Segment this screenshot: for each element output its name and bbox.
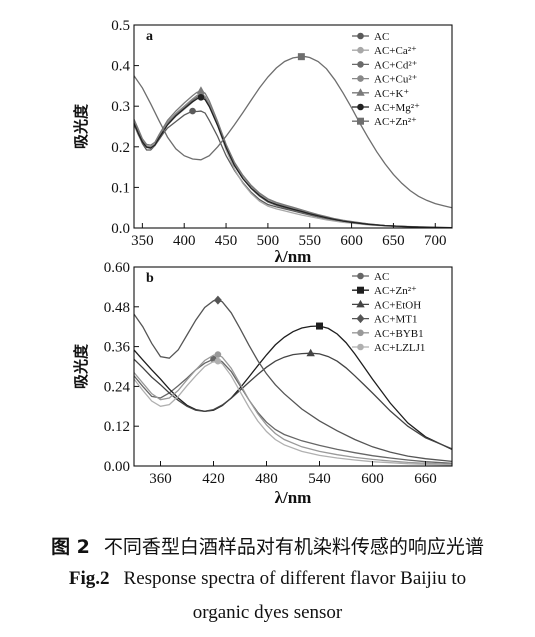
plot-area <box>133 53 453 229</box>
x-tick-label: 400 <box>173 233 196 249</box>
figure-canvas: 350 400 450 500 550 600 650 700 0.0 0.1 0.2 0.3 0.4 0… <box>72 18 453 507</box>
plot-area <box>133 295 453 466</box>
y-axis-label: 吸光度 <box>72 103 90 149</box>
series-line-2 <box>133 352 453 450</box>
legend: AC AC+Zn²⁺ AC+EtOH AC+MT1 AC+BYB1 AC+LZLJ1 <box>352 271 425 354</box>
panel-label: b <box>146 271 154 286</box>
legend-swatch-marker <box>357 329 364 337</box>
x-tick-label: 550 <box>298 233 321 249</box>
legend-swatch-marker <box>357 117 364 125</box>
caption-cn-text: 不同香型白酒样品对有机染料传感的响应光谱 <box>103 536 484 558</box>
legend-entry: AC <box>374 271 389 283</box>
legend-entry: AC+BYB1 <box>374 328 424 340</box>
y-tick-label: 0.4 <box>111 59 130 75</box>
y-tick-label: 0.3 <box>111 99 130 115</box>
panel-label: a <box>146 29 153 44</box>
axis-ticks: 360 420 480 540 600 660 0.00 0.12 0.24 0.36 0.48 0.… <box>104 260 437 487</box>
legend-entry: AC+K⁺ <box>374 88 409 100</box>
x-tick-label: 450 <box>215 233 238 249</box>
series-marker-2 <box>306 348 315 357</box>
legend-entry: AC+EtOH <box>374 299 421 311</box>
legend-swatch-marker <box>357 286 364 294</box>
series-line-6 <box>133 56 453 209</box>
x-tick-label: 600 <box>361 471 384 487</box>
legend-swatch-marker <box>356 314 365 324</box>
y-tick-label: 0.0 <box>111 221 130 237</box>
legend-entry: AC+LZLJ1 <box>374 342 425 354</box>
y-tick-label: 0.1 <box>111 180 130 196</box>
x-tick-label: 600 <box>340 233 363 249</box>
legend-entry: AC+Ca²⁺ <box>374 45 417 57</box>
figure: 350 400 450 500 550 600 650 700 0.0 0.1 0.2 0.3 0.4 0… <box>72 18 453 507</box>
legend-entry: AC+Zn²⁺ <box>374 116 417 128</box>
plot-frame <box>133 24 453 229</box>
y-tick-label: 0.24 <box>104 379 131 395</box>
series-marker-4 <box>196 86 206 94</box>
series-line-5 <box>133 96 452 229</box>
legend-swatch-marker <box>357 75 364 82</box>
x-tick-label: 540 <box>308 471 331 487</box>
series-marker-5 <box>214 357 222 365</box>
legend-entry: AC+Cu²⁺ <box>374 74 418 86</box>
x-tick-label: 350 <box>131 233 154 249</box>
legend-entry: AC+Cd²⁺ <box>374 59 418 71</box>
x-tick-label: 700 <box>424 233 447 249</box>
chart-panel-a: 350 400 450 500 550 600 650 700 0.0 0.1 0.2 0.3 0.4 0… <box>72 18 453 266</box>
x-tick-label: 480 <box>255 471 278 487</box>
caption-en-label: Fig.2 <box>68 568 110 589</box>
series-marker-0 <box>189 107 196 115</box>
x-tick-label: 650 <box>382 233 405 249</box>
legend-swatch-marker <box>357 272 364 280</box>
x-tick-label: 420 <box>202 471 225 487</box>
series-marker-6 <box>297 53 305 61</box>
legend-swatch-marker <box>357 46 364 54</box>
series-marker-3 <box>213 295 222 305</box>
x-tick-label: 500 <box>257 233 280 249</box>
axis-ticks: 350 400 450 500 550 600 650 700 0.0 0.1 0.2 0.3 0.4 0… <box>111 18 446 249</box>
legend-entry: AC+Mg²⁺ <box>374 102 420 114</box>
series-line-3 <box>133 299 453 463</box>
y-tick-label: 0.36 <box>104 340 131 356</box>
legend-entry: AC <box>374 31 389 43</box>
series-marker-1 <box>316 322 323 330</box>
y-axis-label: 吸光度 <box>72 343 90 389</box>
legend-swatch-marker <box>356 299 365 308</box>
y-tick-label: 0.48 <box>104 300 130 316</box>
x-tick-label: 660 <box>414 471 437 487</box>
x-axis-label: λ/nm <box>275 488 312 507</box>
legend-swatch-marker <box>357 61 364 68</box>
series-line-5 <box>133 360 453 466</box>
series-line-4 <box>133 353 453 465</box>
x-axis-label: λ/nm <box>275 247 312 266</box>
y-tick-label: 0.60 <box>104 260 130 276</box>
figure-caption-chinese: 图 2 不同香型白酒样品对有机染料传感的响应光谱 <box>0 532 535 559</box>
series-marker-5 <box>197 93 205 101</box>
caption-en-text-line1: Response spectra of different flavor Bai… <box>123 568 467 589</box>
legend-swatch-marker <box>357 343 364 351</box>
series-line-4 <box>133 90 452 229</box>
legend-swatch-marker <box>357 103 364 111</box>
caption-cn-label: 图 2 <box>51 536 90 558</box>
plot-frame <box>133 266 453 467</box>
y-tick-label: 0.2 <box>111 140 130 156</box>
caption-en-text-line2: organic dyes sensor <box>192 602 343 623</box>
y-tick-label: 0.12 <box>104 419 130 435</box>
x-tick-label: 360 <box>149 471 172 487</box>
figure-caption-english-line2: organic dyes sensor <box>0 602 535 624</box>
figure-caption-english: Fig.2 Response spectra of different flavo… <box>0 568 535 590</box>
y-tick-label: 0.00 <box>104 459 130 475</box>
legend-swatch-marker <box>356 88 365 96</box>
legend-entry: AC+Zn²⁺ <box>374 285 417 297</box>
legend-swatch-marker <box>357 32 364 40</box>
series-marker-4 <box>214 351 222 358</box>
legend: AC AC+Ca²⁺ AC+Cd²⁺ AC+Cu²⁺ AC+K⁺ AC+Mg²⁺ AC+Zn… <box>352 31 420 128</box>
legend-entry: AC+MT1 <box>374 314 417 326</box>
chart-panel-b: 360 420 480 540 600 660 0.00 0.12 0.24 0.36 0.48 0.… <box>72 260 453 507</box>
series-line-1 <box>133 325 453 450</box>
y-tick-label: 0.5 <box>111 18 130 34</box>
